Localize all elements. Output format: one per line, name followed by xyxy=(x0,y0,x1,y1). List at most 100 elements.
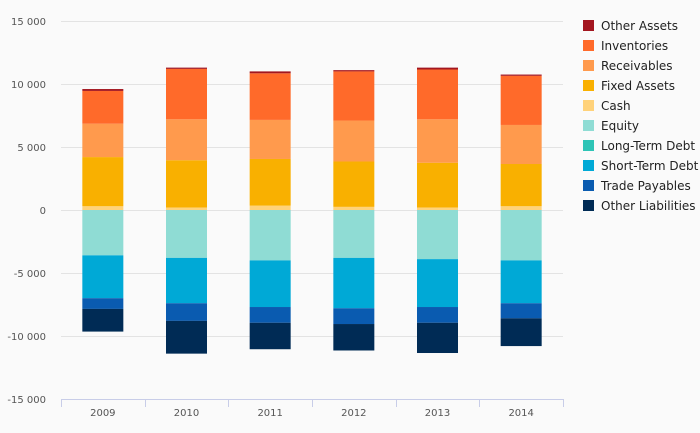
legend-label: Long-Term Debt xyxy=(601,139,695,153)
legend-item[interactable]: Trade Payables xyxy=(583,179,691,193)
bar-segment[interactable] xyxy=(417,69,458,120)
bar-segment[interactable] xyxy=(249,322,291,350)
bar-segment[interactable] xyxy=(166,210,207,258)
legend-item[interactable]: Short-Term Debt xyxy=(583,159,699,173)
bar-segment[interactable] xyxy=(500,303,542,319)
bar-segment[interactable] xyxy=(500,164,542,207)
bar-segment[interactable] xyxy=(500,74,542,76)
legend-label: Fixed Assets xyxy=(601,79,675,93)
bar-segment[interactable] xyxy=(417,307,458,323)
bar-segment[interactable] xyxy=(166,303,207,321)
legend-swatch xyxy=(583,140,594,151)
bar-segment[interactable] xyxy=(417,259,458,308)
grid xyxy=(61,21,563,400)
x-tick-label: 2014 xyxy=(508,408,533,419)
bar-segment[interactable] xyxy=(333,161,375,207)
bar-segment[interactable] xyxy=(333,71,375,121)
legend-label: Other Liabilities xyxy=(601,199,696,213)
bar-segment[interactable] xyxy=(82,210,124,256)
bar-segment[interactable] xyxy=(82,157,124,207)
bar-segment[interactable] xyxy=(249,210,291,261)
y-tick-label: -15 000 xyxy=(7,395,46,406)
bar-segment[interactable] xyxy=(417,162,458,208)
bar-segment[interactable] xyxy=(249,260,291,308)
bar-segment[interactable] xyxy=(333,120,375,162)
legend-item[interactable]: Cash xyxy=(583,99,631,113)
legend-label: Inventories xyxy=(601,39,668,53)
bar-segment[interactable] xyxy=(249,73,291,120)
bar-segment[interactable] xyxy=(333,210,375,258)
bar-segment[interactable] xyxy=(249,205,291,210)
legend-item[interactable]: Other Assets xyxy=(583,19,678,33)
legend-item[interactable]: Equity xyxy=(583,119,639,133)
x-tick-label: 2010 xyxy=(174,408,199,419)
legend-swatch xyxy=(583,20,594,31)
legend-item[interactable]: Other Liabilities xyxy=(583,199,696,213)
bar-segment[interactable] xyxy=(417,210,458,260)
legend-swatch xyxy=(583,40,594,51)
bar-segment[interactable] xyxy=(82,255,124,299)
bar-segment[interactable] xyxy=(333,257,375,309)
bar-segment[interactable] xyxy=(333,70,375,72)
bar-segment[interactable] xyxy=(82,89,124,91)
x-tick-label: 2011 xyxy=(257,408,282,419)
legend[interactable]: Other Assets Inventories Receivables Fixed … xyxy=(583,19,699,213)
bar-segment[interactable] xyxy=(166,160,207,208)
bar-segment[interactable] xyxy=(82,206,124,210)
bar-segment[interactable] xyxy=(417,119,458,163)
legend-label: Trade Payables xyxy=(600,179,691,193)
bar-segment[interactable] xyxy=(417,67,458,70)
bar-segment[interactable] xyxy=(417,207,458,210)
y-tick-label: 5 000 xyxy=(17,143,46,154)
y-tick-label: 15 000 xyxy=(11,17,46,28)
legend-label: Receivables xyxy=(601,59,673,73)
y-tick-label: 10 000 xyxy=(11,80,46,91)
legend-item[interactable]: Inventories xyxy=(583,39,668,53)
bar-segment[interactable] xyxy=(82,90,124,124)
y-tick-label: -5 000 xyxy=(14,269,46,280)
bar-segment[interactable] xyxy=(500,206,542,210)
bar-segment[interactable] xyxy=(249,71,291,74)
legend-swatch xyxy=(583,200,594,211)
bar-segment[interactable] xyxy=(166,119,207,161)
legend-label: Other Assets xyxy=(601,19,678,33)
bar-segment[interactable] xyxy=(333,206,375,210)
bars xyxy=(82,67,542,354)
x-tick-label: 2012 xyxy=(341,408,366,419)
legend-swatch xyxy=(583,180,594,191)
y-tick-label: 0 xyxy=(40,206,46,217)
bar-segment[interactable] xyxy=(82,123,124,158)
y-tick-label: -10 000 xyxy=(7,332,46,343)
bar-segment[interactable] xyxy=(166,320,207,354)
legend-item[interactable]: Long-Term Debt xyxy=(583,139,695,153)
bar-segment[interactable] xyxy=(166,67,207,69)
legend-item[interactable]: Fixed Assets xyxy=(583,79,675,93)
bar-segment[interactable] xyxy=(82,308,124,332)
legend-item[interactable]: Receivables xyxy=(583,59,673,73)
bar-segment[interactable] xyxy=(166,207,207,210)
legend-swatch xyxy=(583,160,594,171)
bar-segment[interactable] xyxy=(500,318,542,347)
bar-segment[interactable] xyxy=(249,307,291,323)
bar-segment[interactable] xyxy=(333,324,375,351)
bar-segment[interactable] xyxy=(166,257,207,304)
bar-segment[interactable] xyxy=(417,322,458,354)
legend-swatch xyxy=(583,60,594,71)
bar-segment[interactable] xyxy=(166,68,207,120)
bar-segment[interactable] xyxy=(333,308,375,325)
bar-segment[interactable] xyxy=(82,298,124,309)
bar-segment[interactable] xyxy=(249,158,291,206)
bar-segment[interactable] xyxy=(249,119,291,159)
axes: 15 000 10 000 5 000 0 -5 000 -10 000 -15 000 20… xyxy=(7,17,564,419)
bar-segment[interactable] xyxy=(500,210,542,261)
bar-segment[interactable] xyxy=(500,75,542,125)
x-tick-label: 2013 xyxy=(425,408,450,419)
legend-swatch xyxy=(583,80,594,91)
legend-label: Equity xyxy=(601,119,639,133)
legend-swatch xyxy=(583,120,594,131)
bar-segment[interactable] xyxy=(500,260,542,304)
legend-label: Short-Term Debt xyxy=(601,159,699,173)
bar-segment[interactable] xyxy=(500,124,542,165)
